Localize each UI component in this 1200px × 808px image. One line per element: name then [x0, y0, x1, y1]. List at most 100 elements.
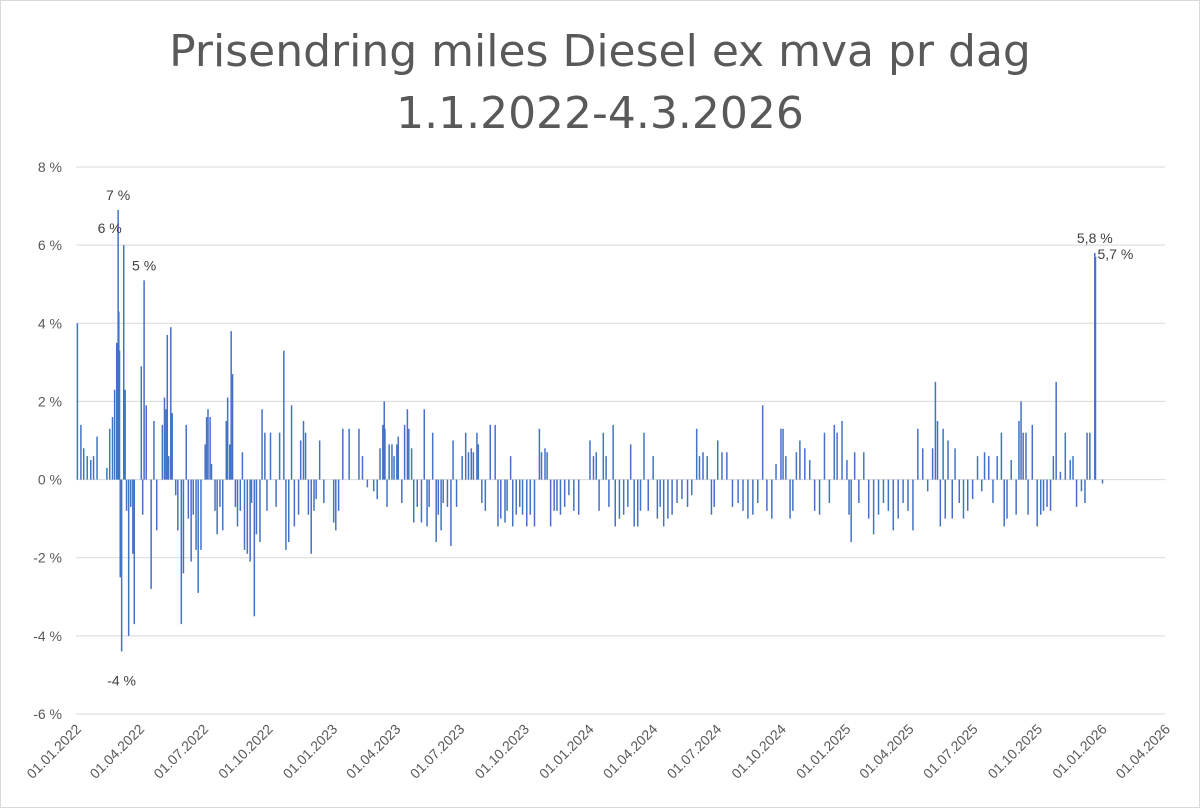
data-bar — [214, 479, 216, 511]
data-bar — [249, 479, 251, 562]
data-bar — [721, 452, 723, 480]
data-bar — [922, 448, 924, 480]
data-bar — [166, 335, 169, 480]
x-tick-label: 01.01.2025 — [793, 721, 854, 782]
data-bar — [804, 448, 806, 480]
data-bar — [384, 428, 386, 480]
data-bar — [285, 479, 287, 550]
data-bar — [698, 456, 701, 480]
data-bar — [771, 479, 773, 519]
data-bar — [246, 479, 249, 554]
data-bar — [165, 409, 167, 480]
x-tick-label: 01.07.2025 — [920, 721, 981, 782]
data-bar — [264, 432, 266, 480]
data-bar — [540, 452, 543, 480]
data-bar — [450, 479, 452, 546]
data-bar — [780, 428, 782, 480]
data-bar — [713, 479, 715, 507]
data-bar — [209, 417, 211, 480]
data-bar — [435, 479, 437, 543]
data-label: 5,7 % — [1098, 246, 1134, 262]
data-bar — [795, 452, 798, 480]
data-bar — [481, 479, 483, 504]
data-bar — [358, 428, 360, 480]
data-bar — [1018, 420, 1020, 480]
data-bar — [122, 245, 125, 480]
data-bar — [1064, 432, 1067, 480]
data-bar — [618, 479, 621, 519]
data-bar — [163, 397, 166, 480]
data-bar — [785, 456, 787, 480]
data-bar — [476, 432, 478, 480]
data-bar — [504, 479, 506, 523]
data-bar — [939, 479, 942, 527]
data-bar — [1101, 479, 1104, 484]
data-bar — [96, 436, 98, 480]
data-bar — [813, 479, 816, 511]
data-bar — [1084, 479, 1086, 504]
data-bar — [1003, 479, 1005, 527]
x-tick-label: 01.04.2024 — [600, 721, 661, 782]
data-bar — [337, 479, 340, 511]
data-bar — [82, 448, 85, 480]
data-bar — [318, 440, 321, 480]
data-bar — [962, 479, 965, 519]
data-bar — [992, 479, 994, 504]
data-bar — [192, 479, 195, 515]
data-bar — [1031, 424, 1034, 480]
data-bar — [1027, 479, 1029, 515]
x-tick-label: 01.10.2025 — [984, 721, 1045, 782]
data-bar — [348, 428, 350, 480]
y-tick-label: 4 % — [38, 315, 62, 331]
data-bar — [171, 413, 173, 480]
data-bar — [379, 448, 381, 480]
data-bar — [627, 479, 629, 507]
data-bar — [912, 479, 914, 531]
chart-title: Prisendring miles Diesel ex mva pr dag — [169, 26, 1031, 77]
data-bar — [323, 479, 325, 504]
data-bar — [639, 479, 642, 511]
x-tick-label: 01.01.2022 — [23, 721, 84, 782]
data-bar — [1069, 460, 1071, 480]
data-bar — [662, 479, 665, 527]
data-bar — [489, 424, 492, 480]
data-bar — [836, 432, 838, 480]
data-bar — [335, 479, 337, 531]
data-bar — [500, 479, 502, 519]
data-bar — [455, 479, 458, 507]
data-bar — [253, 479, 256, 617]
data-bar — [145, 405, 147, 480]
data-bar — [423, 409, 426, 480]
data-bar — [1089, 432, 1091, 480]
data-label: 5 % — [132, 257, 156, 273]
data-bar — [182, 479, 185, 574]
data-bar — [892, 479, 895, 531]
data-bar — [283, 350, 285, 480]
data-bar — [559, 479, 562, 515]
data-bar — [125, 479, 128, 511]
data-bar — [140, 366, 143, 480]
data-bar — [497, 479, 499, 527]
data-bar — [113, 389, 116, 480]
data-bar — [153, 420, 155, 480]
data-bar — [988, 456, 990, 480]
data-bar — [667, 479, 669, 519]
data-bar — [132, 479, 134, 554]
data-bar — [376, 479, 378, 500]
data-bar — [130, 479, 132, 507]
data-bar — [464, 432, 467, 480]
data-bar — [207, 409, 209, 480]
data-bar — [526, 479, 528, 527]
data-bar — [226, 397, 229, 480]
data-bar — [197, 479, 199, 593]
data-bar — [266, 479, 268, 511]
data-bar — [293, 479, 296, 527]
bars — [76, 209, 1104, 652]
data-bar — [702, 452, 704, 480]
data-bar — [391, 444, 393, 480]
x-tick-label: 01.07.2024 — [664, 721, 725, 782]
data-bar — [652, 456, 654, 480]
data-bar — [761, 405, 764, 480]
data-bar — [828, 479, 831, 504]
